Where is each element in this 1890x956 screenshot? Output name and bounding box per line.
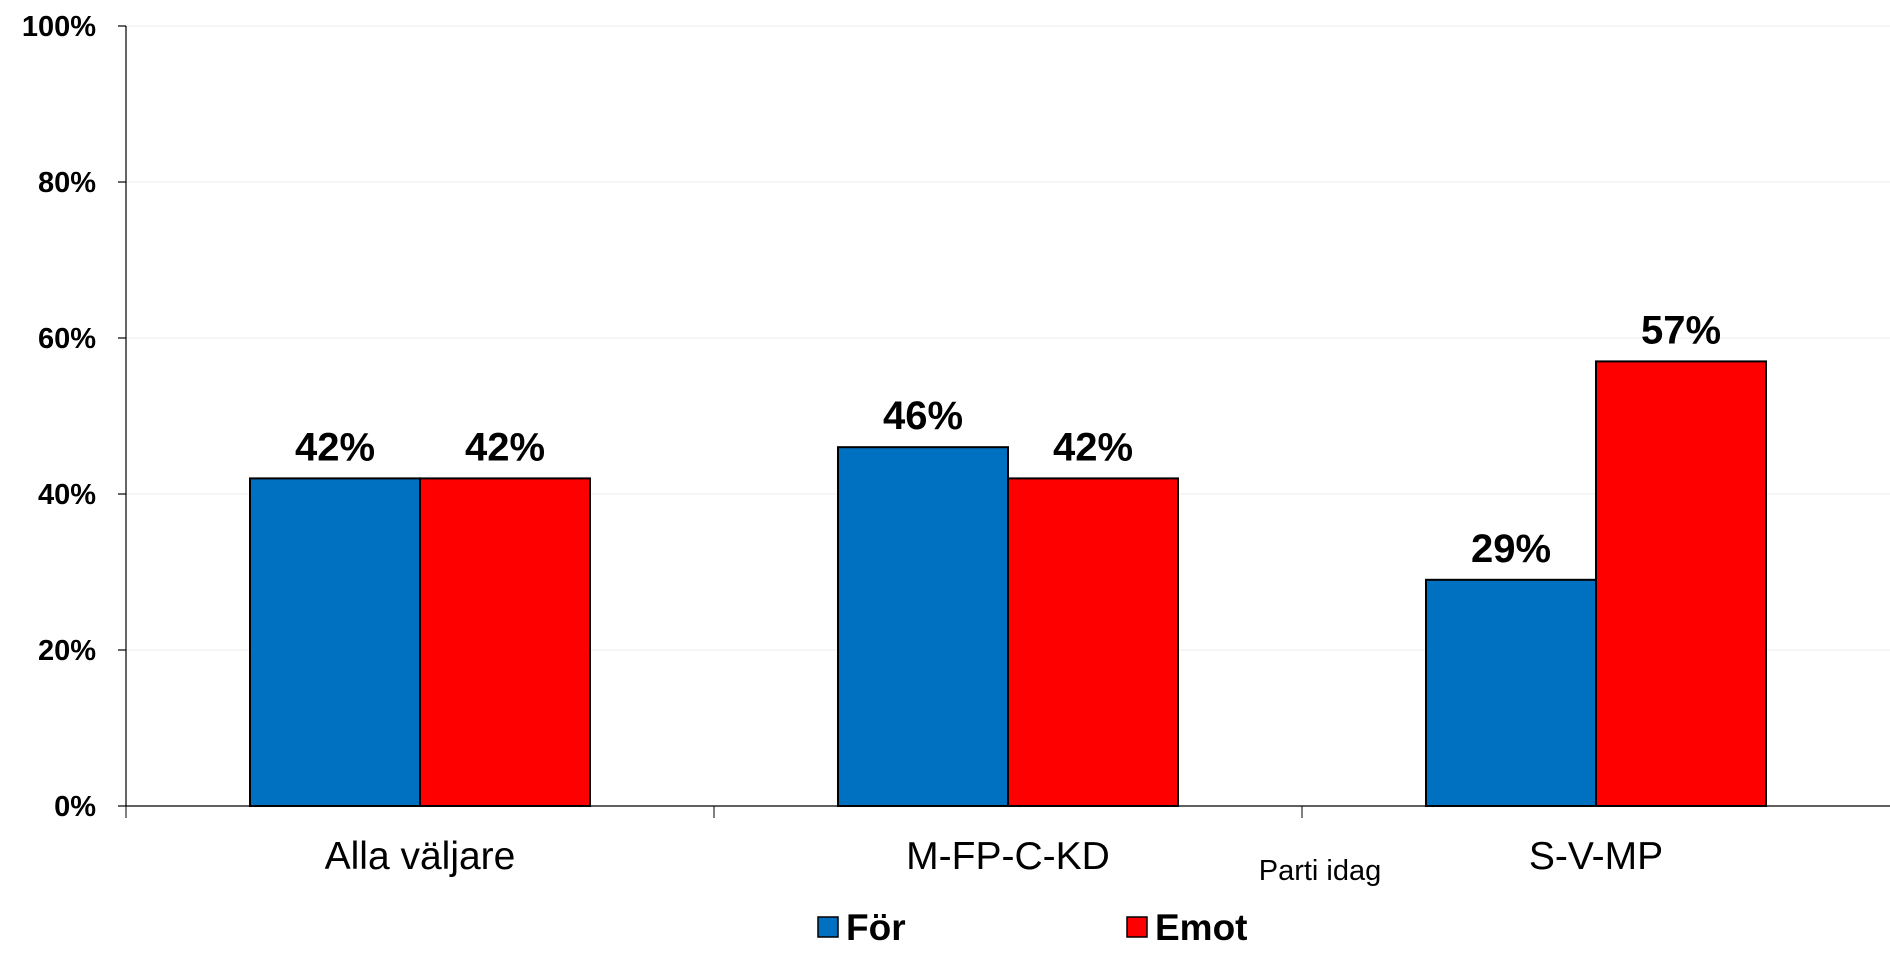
legend-label: För bbox=[846, 907, 906, 948]
bar bbox=[1595, 360, 1767, 807]
y-tick-label: 100% bbox=[22, 11, 96, 43]
axes bbox=[118, 25, 1890, 818]
y-tick-label: 40% bbox=[38, 479, 96, 511]
bar bbox=[249, 477, 421, 807]
bar bbox=[1007, 477, 1179, 807]
data-label: 42% bbox=[465, 425, 545, 469]
data-label: 42% bbox=[1053, 425, 1133, 469]
data-label: 57% bbox=[1641, 308, 1721, 352]
x-axis-title: Parti idag bbox=[1259, 855, 1382, 887]
x-category-labels: Alla väljare M-FP-C-KD S-V-MP bbox=[325, 835, 1664, 878]
data-labels: 42% 42% 46% 42% 29% 57% bbox=[295, 308, 1721, 570]
x-category-label: Alla väljare bbox=[325, 835, 516, 878]
legend-swatch bbox=[817, 916, 839, 938]
legend-swatch bbox=[1126, 916, 1148, 938]
bar bbox=[837, 446, 1009, 807]
bar bbox=[419, 477, 591, 807]
x-category-label: M-FP-C-KD bbox=[906, 835, 1110, 878]
y-tick-label: 80% bbox=[38, 167, 96, 199]
x-category-label: S-V-MP bbox=[1529, 835, 1663, 878]
data-label: 42% bbox=[295, 425, 375, 469]
legend: För Emot bbox=[817, 907, 1248, 948]
y-tick-labels: 0% 20% 40% 60% 80% 100% bbox=[22, 11, 96, 823]
y-tick-label: 20% bbox=[38, 635, 96, 667]
legend-label: Emot bbox=[1155, 907, 1248, 948]
y-tick-label: 60% bbox=[38, 323, 96, 355]
bar bbox=[1425, 578, 1597, 807]
data-label: 29% bbox=[1471, 527, 1551, 571]
data-label: 46% bbox=[883, 394, 963, 438]
y-tick-label: 0% bbox=[54, 791, 96, 823]
bars bbox=[249, 360, 1767, 807]
